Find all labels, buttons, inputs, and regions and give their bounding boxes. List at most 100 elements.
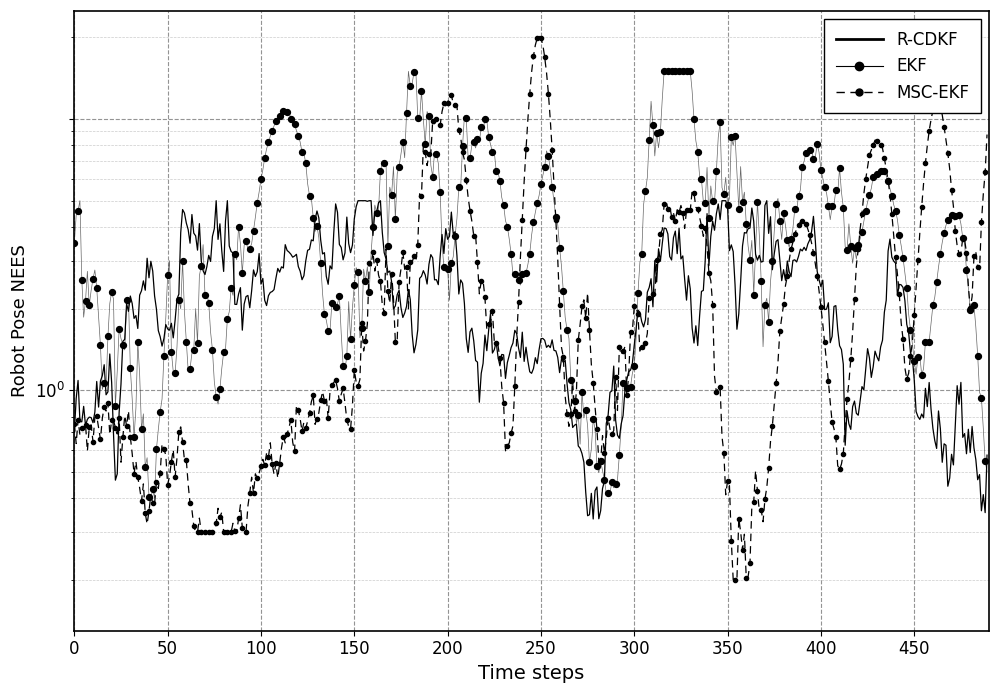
EKF	[570, 409, 586, 420]
Point	[925, 105, 941, 116]
Point	[563, 409, 579, 420]
Point	[350, 380, 366, 391]
EKF	[372, 165, 388, 176]
EKF	[585, 413, 601, 424]
EKF	[74, 274, 90, 285]
Point	[690, 203, 706, 214]
Point	[611, 341, 627, 353]
Point	[413, 190, 429, 201]
EKF	[671, 66, 687, 77]
Point	[92, 434, 108, 445]
Point	[626, 301, 642, 312]
EKF	[955, 232, 971, 244]
EKF	[817, 182, 833, 193]
EKF	[735, 196, 751, 208]
Point	[197, 527, 213, 538]
Point	[705, 299, 721, 310]
EKF	[406, 67, 422, 78]
Point	[126, 468, 142, 480]
Point	[757, 494, 773, 505]
Point	[664, 211, 680, 222]
EKF	[361, 287, 377, 298]
Point	[891, 289, 907, 300]
Point	[783, 244, 799, 255]
EKF	[914, 369, 930, 380]
Point	[89, 410, 105, 421]
Point	[354, 318, 370, 329]
Point	[287, 446, 303, 457]
EKF	[876, 165, 892, 176]
EKF	[156, 350, 172, 362]
EKF	[768, 198, 784, 210]
EKF	[749, 196, 765, 208]
EKF	[212, 384, 228, 395]
Point	[701, 268, 717, 279]
Point	[503, 428, 519, 439]
EKF	[119, 295, 135, 306]
EKF	[294, 146, 310, 158]
MSC-EKF	[68, 420, 80, 428]
Point	[178, 455, 194, 466]
EKF	[958, 265, 974, 276]
EKF	[828, 185, 844, 196]
MSC-EKF	[604, 425, 616, 433]
R-CDKF	[934, 425, 946, 433]
Point	[507, 381, 523, 392]
EKF	[962, 305, 978, 316]
Point	[436, 98, 452, 109]
EKF	[130, 337, 146, 348]
EKF	[92, 340, 108, 351]
Point	[585, 377, 601, 388]
EKF	[518, 268, 534, 279]
Point	[600, 412, 616, 423]
R-CDKF	[524, 368, 536, 376]
Point	[936, 121, 952, 133]
EKF	[477, 113, 493, 124]
Point	[970, 262, 986, 273]
Point	[335, 383, 351, 394]
Point	[914, 201, 930, 212]
Point	[720, 475, 736, 486]
Point	[630, 309, 646, 320]
Point	[843, 353, 859, 364]
Point	[264, 459, 280, 470]
Point	[552, 299, 568, 310]
EKF	[126, 432, 142, 443]
Point	[134, 496, 150, 507]
EKF	[399, 107, 415, 118]
EKF	[906, 356, 922, 367]
EKF	[246, 226, 262, 237]
Point	[70, 414, 86, 425]
Point	[518, 144, 534, 155]
EKF	[902, 325, 918, 336]
R-CDKF	[731, 325, 743, 333]
Point	[514, 214, 530, 225]
Point	[365, 246, 381, 257]
Point	[175, 437, 191, 448]
Point	[899, 373, 915, 384]
EKF	[376, 158, 392, 169]
EKF	[712, 117, 728, 128]
EKF	[503, 248, 519, 259]
Point	[544, 144, 560, 155]
Point	[671, 207, 687, 218]
Point	[119, 421, 135, 432]
EKF	[331, 291, 347, 302]
Point	[944, 184, 960, 195]
Point	[369, 255, 385, 266]
EKF	[496, 199, 512, 210]
Point	[637, 337, 653, 348]
Point	[697, 223, 713, 234]
EKF	[279, 106, 295, 117]
Point	[813, 301, 829, 312]
EKF	[458, 112, 474, 124]
EKF	[305, 212, 321, 223]
Point	[708, 387, 724, 398]
Point	[331, 396, 347, 407]
EKF	[335, 360, 351, 371]
Point	[761, 462, 777, 473]
R-CDKF	[606, 387, 618, 395]
EKF	[693, 174, 709, 185]
Point	[940, 148, 956, 159]
Point	[604, 428, 620, 439]
